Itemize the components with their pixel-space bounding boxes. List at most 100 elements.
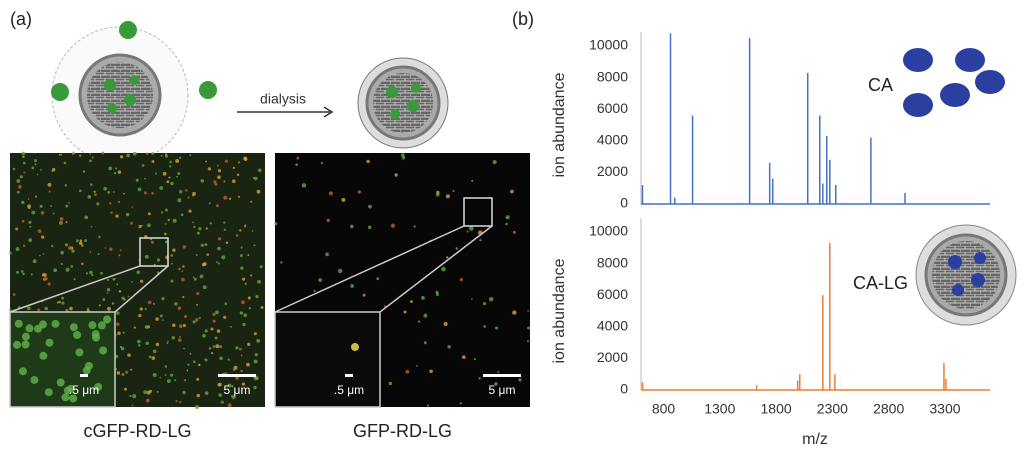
y-tick-label: 6000	[597, 286, 628, 302]
spot	[108, 166, 113, 171]
spot	[126, 153, 130, 158]
spot	[413, 225, 416, 228]
spot	[177, 306, 182, 310]
spot	[31, 166, 35, 170]
spot	[136, 270, 140, 274]
y-tick-label: 0	[620, 381, 628, 397]
spot	[204, 358, 206, 361]
spot	[447, 345, 451, 349]
particle-with-lipid	[51, 21, 217, 184]
spot	[22, 155, 25, 159]
spot	[225, 241, 229, 245]
spot	[210, 327, 214, 331]
inset-spot	[69, 394, 78, 403]
spot	[16, 270, 20, 274]
spot	[192, 194, 195, 197]
spot	[82, 170, 86, 173]
y-tick-label: 2000	[597, 163, 628, 179]
spot	[47, 282, 51, 286]
spot	[527, 310, 530, 312]
spot	[170, 279, 174, 283]
inset-spot	[351, 343, 359, 351]
y-tick-label: 2000	[597, 349, 628, 365]
inset-scale-label: .5 μm	[334, 383, 364, 397]
spot	[313, 289, 316, 292]
spot	[220, 400, 224, 404]
spot	[52, 212, 55, 215]
spot	[164, 223, 167, 225]
spot	[164, 154, 169, 158]
spot	[145, 341, 149, 346]
arrow-head	[323, 106, 334, 118]
x-axis-label: m/z	[802, 431, 828, 448]
spot	[162, 171, 167, 176]
spot	[196, 393, 200, 398]
x-tick-label: 3300	[929, 401, 960, 417]
spot	[207, 167, 212, 171]
spot	[238, 161, 241, 164]
spot	[153, 263, 156, 266]
spot	[164, 208, 168, 212]
inset-spot	[88, 321, 97, 330]
spot	[204, 329, 208, 333]
spot	[247, 342, 251, 346]
spot	[118, 254, 121, 257]
spot	[107, 191, 111, 194]
spot	[125, 370, 129, 374]
spot	[99, 271, 103, 275]
panel-label: (b)	[512, 9, 534, 29]
spot	[127, 295, 130, 298]
spot	[34, 163, 37, 166]
spot	[253, 332, 257, 336]
spot	[202, 285, 207, 290]
spot	[204, 391, 209, 395]
spot	[106, 306, 111, 311]
spot	[159, 186, 164, 190]
spot	[224, 159, 228, 163]
spot	[254, 176, 258, 181]
spot	[219, 345, 223, 349]
panel-label: (a)	[10, 9, 32, 29]
spot	[215, 344, 220, 349]
spot	[214, 336, 218, 340]
spot	[63, 161, 67, 165]
spot	[125, 212, 130, 217]
spot	[200, 179, 205, 183]
spot	[202, 333, 206, 338]
inset-spot	[69, 323, 78, 332]
spot	[19, 175, 23, 179]
spot	[20, 270, 24, 273]
spot	[40, 168, 42, 171]
spot	[168, 176, 171, 179]
spot	[51, 244, 54, 248]
spot	[60, 263, 63, 266]
spot	[256, 189, 261, 194]
zoom-line	[379, 225, 493, 313]
zoom-line	[9, 265, 141, 313]
spot	[119, 249, 122, 252]
spot	[91, 156, 94, 159]
spot	[482, 302, 487, 306]
spot	[296, 156, 300, 160]
spot	[132, 151, 137, 156]
spot	[177, 198, 182, 203]
spot	[337, 268, 343, 274]
spot	[147, 212, 151, 216]
spot	[139, 307, 143, 311]
spot	[223, 315, 227, 319]
spot	[182, 295, 185, 299]
spot	[227, 358, 230, 361]
spot	[200, 243, 204, 247]
spot	[239, 254, 243, 258]
inset-spot	[45, 338, 54, 347]
spot	[16, 179, 21, 183]
spot	[479, 238, 482, 242]
spot	[160, 154, 163, 157]
inset-spot	[44, 388, 53, 397]
spot	[181, 270, 184, 273]
spot	[239, 311, 243, 315]
spot	[79, 189, 82, 193]
spot	[47, 182, 52, 187]
x-tick-label: 1800	[761, 401, 792, 417]
spot	[144, 177, 146, 180]
